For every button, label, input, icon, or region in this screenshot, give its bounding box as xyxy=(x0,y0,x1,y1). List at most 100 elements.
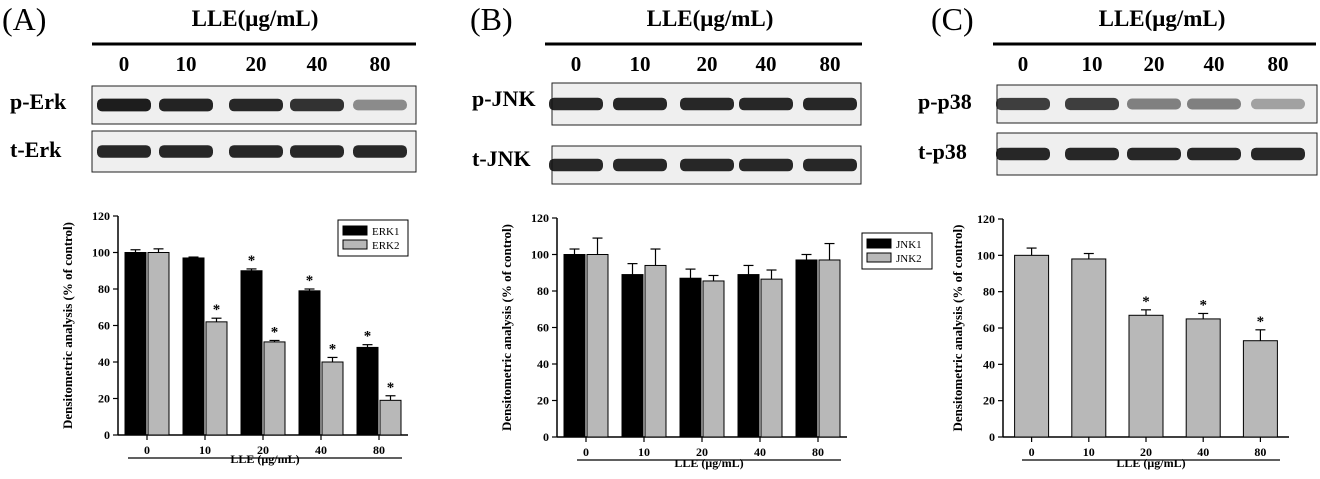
x-axis-label: LLE (μg/mL) xyxy=(230,452,299,466)
protein-band xyxy=(1127,147,1181,161)
y-tick-label: 20 xyxy=(983,394,995,408)
significance-marker: * xyxy=(213,302,221,318)
legend-label: JNK1 xyxy=(896,239,922,251)
lane-label: 80 xyxy=(370,52,391,76)
bar xyxy=(1071,258,1107,438)
protein-band xyxy=(613,97,667,111)
bar xyxy=(182,257,205,436)
x-tick-label: 20 xyxy=(1140,445,1152,459)
protein-band xyxy=(229,145,283,158)
significance-marker: * xyxy=(271,324,279,340)
x-tick-label: 0 xyxy=(1029,445,1035,459)
protein-band xyxy=(613,158,667,172)
x-tick-label: 10 xyxy=(1083,445,1095,459)
bar xyxy=(1242,340,1278,438)
x-tick-label: 40 xyxy=(1197,445,1209,459)
y-tick-label: 100 xyxy=(531,248,549,262)
lane-label: 0 xyxy=(119,52,130,76)
y-tick-label: 120 xyxy=(92,209,110,223)
protein-band xyxy=(1127,98,1181,110)
x-tick-label: 10 xyxy=(199,443,211,457)
protein-band xyxy=(996,97,1050,111)
y-tick-label: 100 xyxy=(977,248,995,262)
lane-label: 80 xyxy=(820,52,841,76)
significance-marker: * xyxy=(387,380,395,396)
lane-label: 40 xyxy=(1204,52,1225,76)
y-axis-label: Densitometric analysis (% of control) xyxy=(60,222,75,429)
blot-label: p-Erk xyxy=(10,89,67,114)
panel-letter: (A) xyxy=(2,1,46,37)
protein-band xyxy=(549,158,603,172)
x-tick-label: 20 xyxy=(257,443,269,457)
lane-label: 80 xyxy=(1268,52,1289,76)
lle-header: LLE(μg/mL) xyxy=(1099,6,1226,31)
significance-marker: * xyxy=(364,329,372,345)
y-tick-label: 60 xyxy=(537,321,549,335)
panel-letter: (B) xyxy=(470,1,513,37)
x-tick-label: 40 xyxy=(754,445,766,459)
bar xyxy=(586,254,609,438)
bar xyxy=(1128,314,1164,438)
blot-label: p-p38 xyxy=(918,89,972,114)
y-tick-label: 60 xyxy=(983,321,995,335)
y-tick-label: 20 xyxy=(98,392,110,406)
lane-label: 40 xyxy=(756,52,777,76)
bar xyxy=(205,321,228,436)
protein-band xyxy=(739,97,793,111)
protein-band xyxy=(353,145,407,158)
x-axis-label: LLE (μg/mL) xyxy=(674,456,743,470)
x-tick-label: 0 xyxy=(144,443,150,457)
legend-swatch xyxy=(342,239,368,250)
y-tick-label: 80 xyxy=(983,285,995,299)
bar xyxy=(1014,254,1050,438)
legend: ERK1 ERK2 xyxy=(337,219,409,257)
bar xyxy=(760,278,783,438)
protein-band xyxy=(803,97,857,111)
protein-band xyxy=(1065,97,1119,111)
protein-band xyxy=(229,98,283,112)
panel-c: (C) LLE(μg/mL) 0 10 20 40 80 p-p38 t-p38 0 20 40 60 8… xyxy=(918,1,1318,470)
y-tick-label: 60 xyxy=(98,319,110,333)
bar xyxy=(263,341,286,436)
protein-band xyxy=(1187,147,1241,161)
y-tick-label: 0 xyxy=(543,430,549,444)
protein-band xyxy=(159,145,213,158)
lle-header: LLE(μg/mL) xyxy=(192,6,319,31)
blot-label: t-Erk xyxy=(10,137,62,162)
bar xyxy=(621,274,644,438)
y-tick-label: 20 xyxy=(537,394,549,408)
bar xyxy=(818,259,841,438)
x-tick-label: 80 xyxy=(1254,445,1266,459)
lle-header: LLE(μg/mL) xyxy=(647,6,774,31)
legend: JNK1 JNK2 xyxy=(861,232,933,270)
protein-band xyxy=(290,98,344,112)
protein-band xyxy=(680,158,734,172)
y-tick-label: 120 xyxy=(977,212,995,226)
x-tick-label: 10 xyxy=(638,445,650,459)
lane-label: 0 xyxy=(571,52,582,76)
significance-marker: * xyxy=(306,273,314,289)
protein-band xyxy=(1251,147,1305,161)
bar xyxy=(240,270,263,436)
lane-label: 20 xyxy=(697,52,718,76)
lane-label: 10 xyxy=(176,52,197,76)
protein-band xyxy=(1251,98,1305,110)
protein-band xyxy=(549,97,603,111)
y-tick-label: 80 xyxy=(98,282,110,296)
bar xyxy=(679,277,702,438)
legend-swatch xyxy=(866,238,892,249)
x-tick-label: 80 xyxy=(373,443,385,457)
blot-label: t-p38 xyxy=(918,139,967,164)
significance-marker: * xyxy=(329,341,337,357)
panel-letter: (C) xyxy=(931,1,974,37)
panel-b: (B) LLE(μg/mL) 0 10 20 40 80 p-JNK t-JNK 0 20 40 60 8… xyxy=(470,1,933,470)
protein-band xyxy=(1065,147,1119,161)
y-tick-label: 40 xyxy=(983,357,995,371)
lane-label: 10 xyxy=(630,52,651,76)
protein-band xyxy=(97,98,151,112)
x-tick-label: 80 xyxy=(812,445,824,459)
y-tick-label: 40 xyxy=(537,357,549,371)
